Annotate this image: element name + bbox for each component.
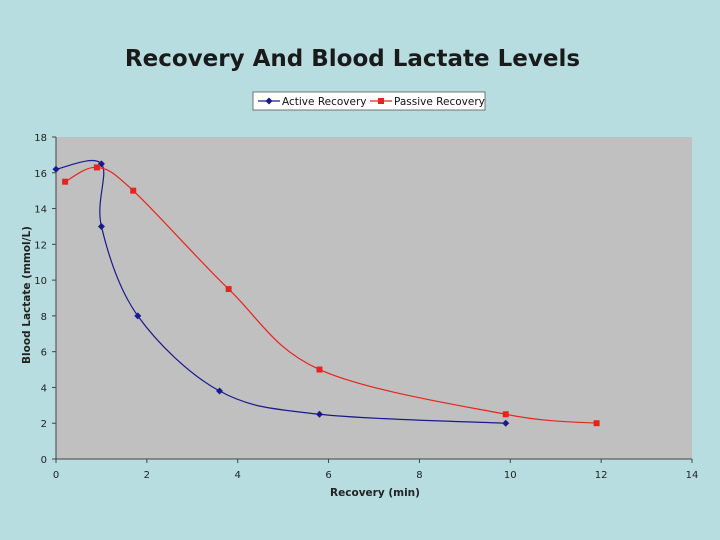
data-point (593, 420, 600, 427)
y-tick-label: 10 (34, 276, 47, 287)
y-axis-label: Blood Lactate (mmol/L) (21, 226, 33, 364)
y-tick-label: 12 (34, 240, 47, 251)
series-passive-recovery (62, 164, 600, 427)
data-point (502, 411, 509, 418)
x-axis-label: Recovery (min) (330, 487, 420, 499)
axes: 0 2 4 6 8 10 12 14 0 2 4 6 8 10 12 14 16 18 (34, 133, 698, 481)
legend-label: Passive Recovery (394, 96, 485, 108)
data-point (52, 165, 60, 173)
legend: Active Recovery Passive Recovery (252, 91, 486, 111)
data-point (134, 312, 142, 320)
x-tick-label: 4 (235, 470, 241, 481)
series-line-active-recovery (55, 159, 506, 424)
legend-label: Active Recovery (282, 96, 367, 108)
chart-title: Recovery And Blood Lactate Levels (124, 46, 581, 72)
x-tick-label: 12 (595, 470, 608, 481)
series-layer (52, 159, 600, 427)
y-tick-label: 8 (41, 312, 47, 323)
x-tick-label: 10 (504, 470, 517, 481)
legend-swatch-marker (265, 97, 273, 105)
y-tick-label: 18 (34, 133, 47, 144)
x-tick-label: 6 (325, 470, 331, 481)
legend-swatch-marker (378, 98, 384, 104)
x-tick-label: 0 (53, 470, 59, 481)
data-point (130, 187, 137, 194)
y-tick-label: 16 (34, 169, 47, 180)
y-tick-label: 4 (41, 383, 47, 394)
y-tick-label: 14 (34, 205, 47, 216)
y-tick-label: 2 (41, 419, 47, 430)
x-tick-label: 2 (144, 470, 150, 481)
x-tick-label: 8 (416, 470, 422, 481)
x-tick-label: 14 (686, 470, 699, 481)
data-point (315, 410, 323, 418)
data-point (316, 366, 323, 373)
plot-area (56, 137, 692, 459)
data-point (216, 387, 224, 395)
data-point (62, 178, 69, 185)
data-point (225, 286, 232, 293)
data-point (502, 419, 510, 427)
data-point (93, 164, 100, 171)
legend-box (252, 91, 486, 111)
y-tick-label: 0 (41, 455, 47, 466)
data-point (97, 222, 105, 230)
series-active-recovery (52, 159, 510, 427)
y-tick-label: 6 (41, 348, 47, 359)
